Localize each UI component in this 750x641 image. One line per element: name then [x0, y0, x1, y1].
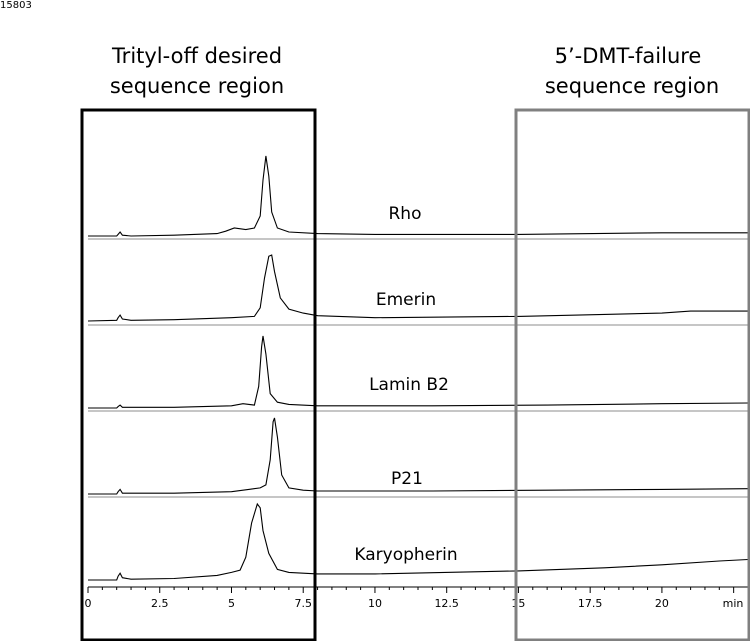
right-region-box	[514, 108, 750, 641]
x-tick-label: 17.5	[578, 597, 603, 610]
traces-group: Rho Emerin Lamin B2 P21 Karyopherin	[87, 155, 749, 581]
x-tick-label: 10	[368, 597, 382, 610]
trace-label: Karyopherin	[354, 545, 457, 565]
left-region-title-line1: Trityl-off desired	[111, 44, 282, 68]
right-region-title-line2: sequence region	[545, 74, 719, 98]
figure-id: 15803	[0, 0, 32, 11]
x-axis: 0 2.5 5 7.5 10 12.5 15 17.5 20 min	[85, 586, 748, 610]
chromatogram-trace	[88, 155, 748, 237]
chromatogram-trace	[88, 417, 749, 495]
x-tick-label: 0	[85, 597, 92, 610]
left-region-title-line2: sequence region	[110, 74, 284, 98]
x-tick-label: 12.5	[434, 597, 459, 610]
x-tick-label: 5	[228, 597, 235, 610]
right-region-title-line1: 5’-DMT-failure	[555, 44, 702, 68]
x-tick-label: 2.5	[151, 597, 169, 610]
chromatogram-trace	[88, 335, 749, 409]
x-unit-label: min	[723, 597, 744, 610]
x-tick-label: 20	[655, 597, 669, 610]
trace-label: P21	[391, 469, 423, 489]
left-region-box	[80, 108, 317, 641]
x-tick-label: 15	[511, 597, 525, 610]
chromatogram-trace	[88, 502, 749, 581]
trace-label: Lamin B2	[369, 375, 449, 395]
chromatogram-trace	[87, 254, 748, 322]
x-tick-label: 7.5	[294, 597, 312, 610]
trace-label: Emerin	[376, 290, 436, 310]
trace-label: Rho	[389, 204, 422, 224]
